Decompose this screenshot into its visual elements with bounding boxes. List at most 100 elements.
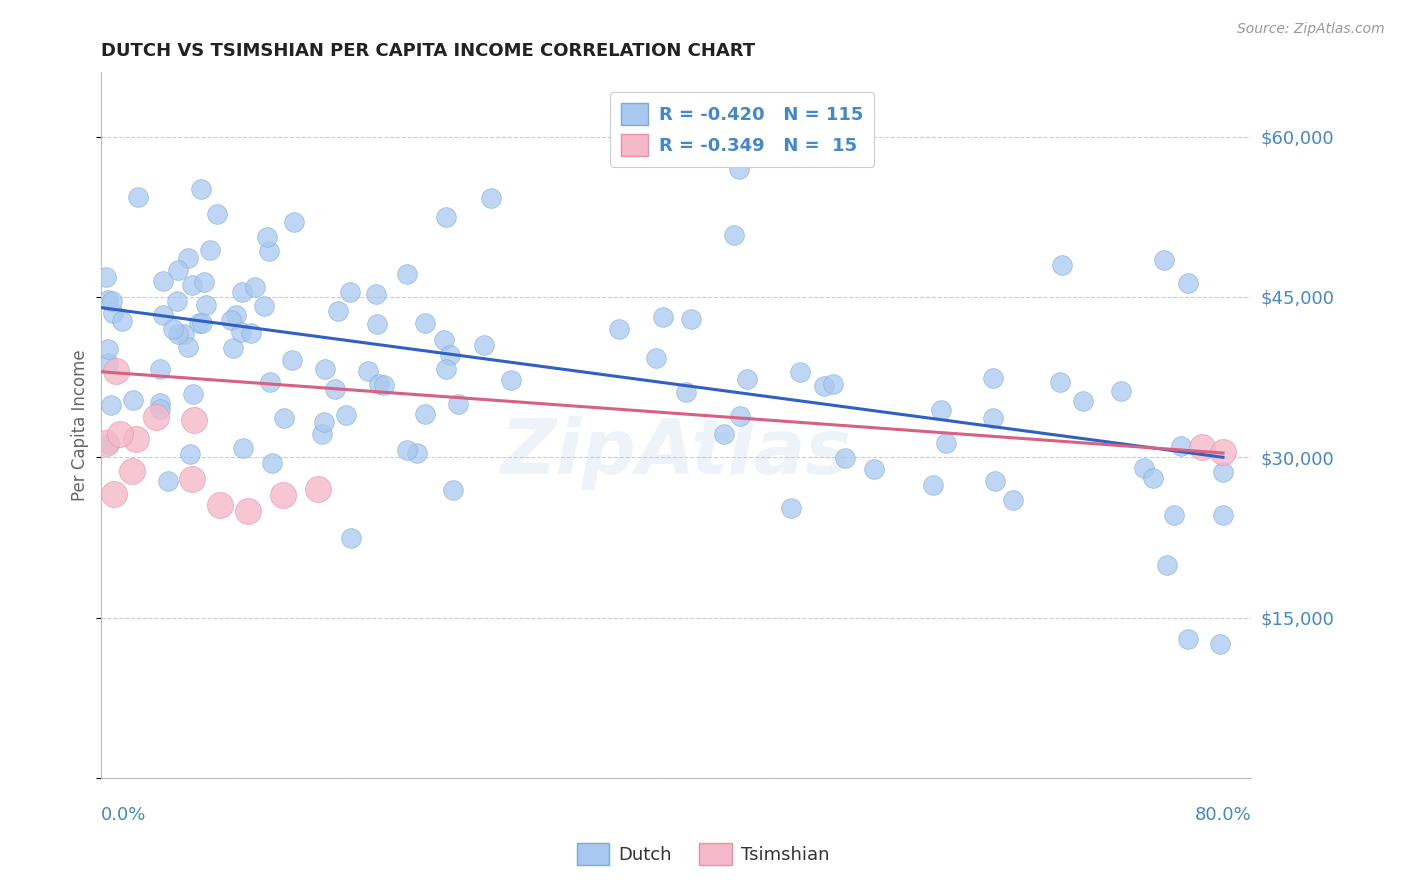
Point (1001, 493, 1024, 508)
Point (111, 313, 134, 327)
Point (1177, 632, 1199, 646)
Point (105, 364, 128, 378)
Point (1156, 558, 1178, 573)
Text: DUTCH VS TSIMSHIAN PER CAPITA INCOME CORRELATION CHART: DUTCH VS TSIMSHIAN PER CAPITA INCOME COR… (101, 42, 755, 60)
Y-axis label: Per Capita Income: Per Capita Income (72, 350, 89, 501)
Point (735, 372, 758, 386)
Point (122, 392, 145, 407)
Point (173, 326, 195, 341)
Point (156, 474, 179, 488)
Point (396, 443, 419, 458)
Text: 80.0%: 80.0% (1194, 806, 1251, 824)
Point (121, 464, 143, 478)
Point (231, 326, 253, 340)
Point (259, 376, 281, 390)
Point (167, 263, 190, 277)
Point (479, 192, 502, 206)
Point (194, 298, 217, 312)
Point (415, 316, 437, 330)
Point (101, 306, 124, 320)
Point (1170, 439, 1192, 453)
Point (222, 341, 245, 355)
Point (441, 483, 464, 497)
Point (94, 270, 117, 285)
Point (368, 377, 391, 392)
Point (260, 456, 283, 470)
Point (307, 483, 329, 497)
Point (433, 334, 456, 348)
Point (209, 499, 232, 513)
Point (713, 427, 735, 442)
Point (728, 161, 751, 176)
Point (1111, 384, 1133, 399)
Point (439, 348, 461, 362)
Point (366, 287, 388, 301)
Point (921, 478, 943, 492)
Point (935, 436, 957, 450)
Point (181, 277, 204, 292)
Point (167, 327, 190, 342)
Point (149, 362, 172, 376)
Point (472, 338, 495, 352)
Point (366, 317, 388, 331)
Point (273, 488, 295, 502)
Point (1209, 637, 1232, 651)
Point (679, 311, 702, 326)
Point (1050, 258, 1073, 272)
Point (193, 275, 215, 289)
Point (1177, 276, 1199, 290)
Text: Source: ZipAtlas.com: Source: ZipAtlas.com (1237, 22, 1385, 37)
Point (166, 293, 188, 308)
Point (1191, 440, 1213, 454)
Point (240, 326, 263, 341)
Point (823, 377, 845, 392)
Point (929, 403, 952, 417)
Point (97, 342, 120, 356)
Point (311, 426, 333, 441)
Point (97, 293, 120, 308)
Point (145, 409, 167, 424)
Point (434, 210, 457, 224)
Point (256, 230, 278, 244)
Point (152, 274, 174, 288)
Point (176, 251, 198, 265)
Point (100, 398, 122, 412)
Point (231, 285, 253, 299)
Point (125, 432, 148, 446)
Point (205, 206, 228, 220)
Point (181, 472, 204, 486)
Legend: R = -0.420   N = 115, R = -0.349   N =  15: R = -0.420 N = 115, R = -0.349 N = 15 (610, 92, 875, 167)
Point (243, 279, 266, 293)
Point (97, 437, 120, 451)
Point (984, 474, 1007, 488)
Point (187, 317, 209, 331)
Point (328, 304, 350, 318)
Point (225, 308, 247, 322)
Point (273, 411, 295, 425)
Point (312, 415, 335, 429)
Point (179, 447, 201, 461)
Point (780, 500, 803, 515)
Point (1212, 508, 1234, 522)
Point (103, 487, 125, 501)
Point (981, 371, 1004, 385)
Point (1212, 465, 1234, 479)
Point (395, 267, 418, 281)
Legend: Dutch, Tsimshian: Dutch, Tsimshian (568, 834, 838, 874)
Point (177, 340, 200, 354)
Point (97, 356, 120, 370)
Point (232, 441, 254, 455)
Point (675, 384, 697, 399)
Point (340, 532, 363, 546)
Point (1071, 393, 1094, 408)
Point (730, 409, 752, 423)
Point (100, 293, 122, 308)
Point (257, 244, 280, 258)
Point (356, 364, 378, 378)
Point (652, 310, 675, 324)
Point (607, 321, 630, 335)
Point (834, 450, 856, 465)
Point (281, 353, 304, 368)
Point (198, 244, 221, 258)
Point (181, 387, 204, 401)
